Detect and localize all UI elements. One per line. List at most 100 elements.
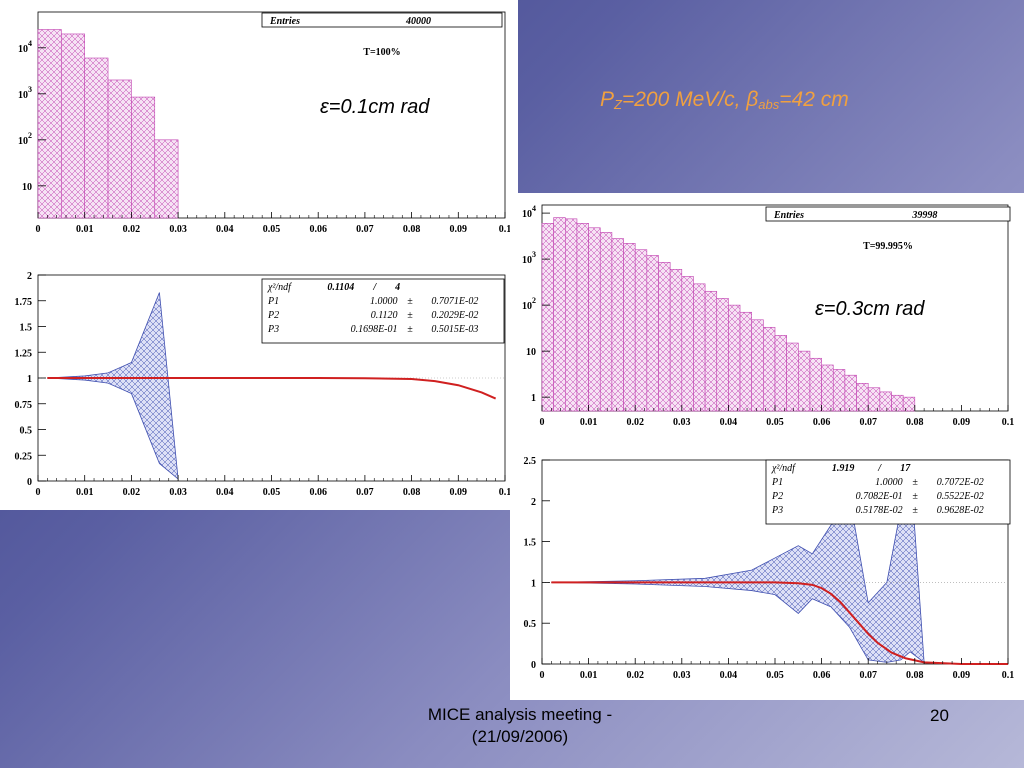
histogram-bar — [599, 232, 613, 412]
stats-chi-value: 0.1104 — [327, 282, 354, 293]
histogram-bar — [797, 350, 811, 412]
stats-param-error: 0.9628E-02 — [937, 505, 984, 516]
x-tick-label: 0.01 — [76, 487, 94, 498]
histogram-bar — [681, 276, 694, 412]
transmission-label: T=99.995% — [863, 241, 913, 252]
slide-title: PZ=200 MeV/c, βabs=42 cm — [600, 88, 849, 112]
histogram-bar — [588, 227, 601, 412]
x-tick-label: 0.03 — [673, 417, 691, 428]
x-tick-label: 0.09 — [953, 670, 971, 681]
x-tick-label: 0.08 — [403, 487, 421, 498]
x-tick-label: 0.09 — [450, 224, 468, 235]
histogram-bar — [704, 290, 718, 412]
y-tick-label: 0.75 — [15, 400, 33, 411]
histogram-bar — [693, 283, 706, 412]
histogram-bar — [623, 243, 636, 412]
y-tick-label: 1.25 — [15, 348, 33, 359]
y-tick-label: 2 — [531, 497, 536, 508]
emittance-label-1: ε=0.1cm rad — [320, 96, 430, 118]
y-tick-label: 1.75 — [15, 297, 33, 308]
y-tick-label: 0.5 — [20, 426, 33, 437]
histogram-bar — [576, 223, 589, 412]
y-tick-label: 0.5 — [524, 619, 537, 630]
histogram-bar — [646, 255, 659, 412]
x-tick-label: 0.07 — [859, 417, 877, 428]
histogram-chart-2: 1 10 102 103 104 0 0.01 0.02 0.03 0.04 0.05 0.06 0.0… — [522, 204, 1015, 428]
histogram-bar — [867, 387, 881, 412]
histogram-bar — [541, 223, 554, 412]
stats-pm: ± — [407, 310, 413, 321]
histogram-bar — [564, 218, 578, 412]
x-tick-label: 0.1 — [1002, 417, 1015, 428]
histogram-bar — [891, 394, 904, 412]
y-tick-label: 1.5 — [524, 538, 537, 549]
y-tick-label: 1 — [27, 374, 32, 385]
histogram-bar — [879, 391, 892, 412]
fit-curve — [551, 581, 1008, 665]
histogram-bar — [739, 311, 753, 412]
histogram-bar — [611, 238, 624, 412]
x-tick-label: 0.08 — [906, 417, 924, 428]
stats-box — [261, 278, 505, 344]
histogram-bar — [856, 382, 869, 412]
stats-param-value: 1.0000 — [370, 296, 398, 307]
histogram-bar — [154, 139, 179, 219]
x-tick-label: 0.06 — [309, 487, 327, 498]
stats-pm: ± — [912, 491, 918, 502]
x-tick-label: 0.09 — [450, 487, 468, 498]
x-tick-label: 0 — [36, 487, 41, 498]
stats-chi-label: χ²/ndf — [771, 463, 796, 474]
histogram-bar — [763, 326, 776, 412]
y-tick-label: 0.25 — [15, 451, 33, 462]
stats-param-name: P1 — [771, 477, 783, 488]
efficiency-chart-1: 0 0.25 0.5 0.75 1 1.25 1.5 1.75 2 0 0.01 0.02 0.03 0.… — [15, 271, 512, 498]
footer-line-1: MICE analysis meeting - — [427, 705, 613, 724]
x-tick-label: 0.02 — [626, 417, 644, 428]
stats-param-name: P2 — [771, 491, 783, 502]
histogram-bar — [107, 79, 132, 219]
stats-param-value: 0.5178E-02 — [856, 505, 903, 516]
right-panel: 1 10 102 103 104 0 0.01 0.02 0.03 0.04 0.05 0.06 0.0… — [510, 193, 1024, 700]
x-tick-label: 0 — [540, 670, 545, 681]
histogram-bar — [786, 342, 799, 412]
histogram-bar — [774, 335, 787, 412]
stats-pm: ± — [407, 296, 413, 307]
stats-param-error: 0.5522E-02 — [937, 491, 984, 502]
stats-chi-value: 1.919 — [832, 463, 855, 474]
y-tick-label: 104 — [18, 39, 32, 55]
stats-param-error: 0.5015E-03 — [431, 324, 478, 335]
x-tick-label: 0.05 — [766, 670, 784, 681]
stats-entries-value: 40000 — [405, 16, 431, 27]
y-tick-label: 1 — [531, 393, 536, 404]
footer-line-2: (21/09/2006) — [471, 727, 569, 746]
y-tick-label: 0 — [531, 660, 536, 671]
x-tick-label: 0.08 — [403, 224, 421, 235]
x-tick-label: 0.01 — [580, 670, 598, 681]
x-tick-label: 0.04 — [720, 670, 738, 681]
histogram-bar — [832, 369, 846, 412]
efficiency-chart-2: 0 0.5 1 1.5 2 2.5 0 0.01 0.02 0.03 0.04 0.05 0.06 0.0… — [524, 456, 1015, 681]
fit-curve — [47, 377, 497, 400]
x-tick-label: 0 — [36, 224, 41, 235]
x-tick-label: 0.02 — [123, 224, 141, 235]
x-tick-label: 0.05 — [263, 487, 281, 498]
y-tick-label: 1 — [531, 578, 536, 589]
y-tick-label: 2.5 — [524, 456, 537, 467]
stats-param-name: P3 — [267, 324, 279, 335]
x-tick-label: 0.1 — [499, 487, 512, 498]
stats-ndf: 4 — [394, 282, 400, 293]
stats-entries-label: Entries — [269, 16, 300, 27]
stats-chi-label: χ²/ndf — [267, 282, 292, 293]
y-tick-label: 103 — [18, 85, 32, 101]
stats-param-name: P1 — [267, 296, 279, 307]
x-tick-label: 0.06 — [309, 224, 327, 235]
y-tick-label: 1.5 — [20, 323, 33, 334]
x-tick-label: 0 — [540, 417, 545, 428]
y-tick-label: 10 — [22, 182, 32, 193]
histogram-chart-1: 10 102 103 104 0 0.01 0.02 0.03 0.04 0.05 0.06 0.07… — [18, 11, 512, 235]
x-tick-label: 0.1 — [499, 224, 512, 235]
emittance-label-2: ε=0.3cm rad — [815, 298, 925, 320]
x-tick-label: 0.02 — [626, 670, 644, 681]
x-tick-label: 0.04 — [216, 487, 234, 498]
x-tick-label: 0.07 — [859, 670, 877, 681]
